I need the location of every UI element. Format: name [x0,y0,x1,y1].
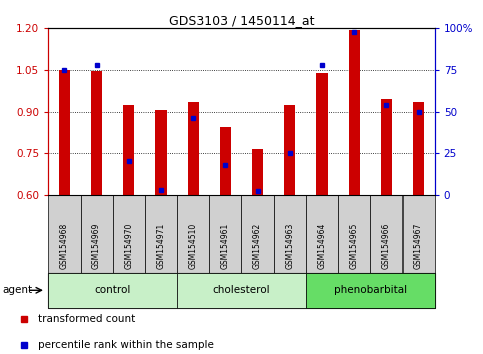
Text: GSM154971: GSM154971 [156,222,166,269]
Text: GSM154964: GSM154964 [317,222,327,269]
Text: GSM154967: GSM154967 [414,222,423,269]
Bar [242,195,274,273]
Bar [252,149,263,195]
Text: GSM154510: GSM154510 [189,222,198,269]
Text: GSM154962: GSM154962 [253,222,262,269]
Bar [349,30,360,195]
Text: cholesterol: cholesterol [213,285,270,295]
Text: GSM154963: GSM154963 [285,222,294,269]
Text: agent: agent [2,285,32,295]
Text: control: control [95,285,131,295]
Bar [48,195,81,273]
Bar [187,102,199,195]
Bar [156,110,167,195]
Bar [59,70,70,195]
Bar [177,273,306,308]
Text: transformed count: transformed count [38,314,135,325]
Text: GSM154965: GSM154965 [350,222,359,269]
Bar [338,195,370,273]
Bar [284,104,296,195]
Bar [113,195,145,273]
Bar [370,195,402,273]
Bar [177,195,209,273]
Title: GDS3103 / 1450114_at: GDS3103 / 1450114_at [169,14,314,27]
Bar [145,195,177,273]
Text: GSM154968: GSM154968 [60,222,69,269]
Bar [91,71,102,195]
Bar [48,273,177,308]
Text: GSM154969: GSM154969 [92,222,101,269]
Bar [123,104,134,195]
Text: GSM154970: GSM154970 [124,222,133,269]
Bar [306,273,435,308]
Bar [81,195,113,273]
Bar [316,73,327,195]
Bar [306,195,338,273]
Bar [413,102,424,195]
Text: GSM154966: GSM154966 [382,222,391,269]
Bar [274,195,306,273]
Text: GSM154961: GSM154961 [221,222,230,269]
Text: percentile rank within the sample: percentile rank within the sample [38,340,214,350]
Bar [381,99,392,195]
Text: phenobarbital: phenobarbital [334,285,407,295]
Bar [220,127,231,195]
Bar [209,195,242,273]
Bar [402,195,435,273]
